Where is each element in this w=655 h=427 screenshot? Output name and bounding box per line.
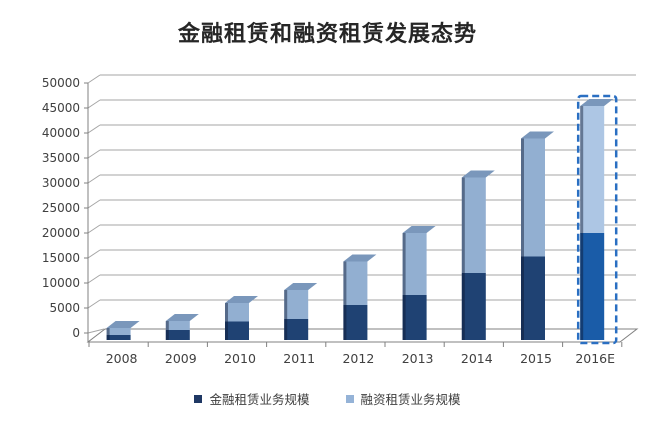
y-axis-label: 20000 [42, 226, 80, 240]
y-axis-label: 15000 [42, 251, 80, 265]
gridline-bevel [87, 224, 101, 234]
gridline-bevel [87, 124, 101, 134]
bar-segment-finance-leasing-2010 [225, 303, 249, 322]
y-axis-label: 10000 [42, 276, 80, 290]
bar-side-shadow-2014 [461, 177, 465, 340]
bar-segment-finance-leasing-2009 [165, 321, 190, 330]
bar-side-shadow-2013 [402, 233, 406, 340]
bar-segment-financial-leasing-2008 [106, 335, 131, 340]
x-axis-label: 2012 [342, 351, 374, 366]
y-axis-label: 30000 [42, 176, 80, 190]
bar-segment-financial-leasing-2010 [225, 321, 249, 340]
chart-title: 金融租赁和融资租赁发展态势 [177, 22, 477, 47]
legend-label-financial-leasing: 金融租赁业务规模 [209, 392, 310, 407]
x-axis-label: 2009 [165, 351, 197, 366]
bar-segment-financial-leasing-2016E [580, 233, 605, 340]
bar-segment-financial-leasing-2014 [461, 273, 486, 340]
y-axis-label: 40000 [42, 126, 80, 140]
bar-segment-financial-leasing-2013 [402, 295, 427, 340]
x-axis-label: 2008 [106, 351, 138, 366]
gridline-bevel [87, 299, 101, 309]
forecast-dashed-outline [576, 94, 618, 345]
x-axis-label: 2013 [402, 351, 434, 366]
bar-top-face-2010 [225, 296, 258, 303]
bar-segment-financial-leasing-2015 [521, 256, 545, 340]
x-axis-label: 2016E [575, 351, 615, 366]
y-axis-label: 35000 [42, 151, 80, 165]
gridline-bevel [87, 328, 105, 334]
bar-top-face-2009 [165, 314, 199, 321]
y-axis-label: 25000 [42, 201, 80, 215]
x-axis-label: 2015 [520, 351, 552, 366]
bar-top-face-2014 [461, 170, 495, 178]
bar-top-face-2016E [580, 99, 614, 106]
bar-segment-finance-leasing-2008 [106, 328, 131, 335]
y-axis-label: 45000 [42, 101, 80, 115]
bar-segment-financial-leasing-2009 [165, 330, 190, 340]
bar-segment-finance-leasing-2013 [402, 233, 427, 295]
bar-segment-finance-leasing-2015 [521, 138, 545, 257]
gridline-bevel [87, 99, 101, 109]
gridline-bevel [87, 174, 101, 184]
bar-segment-finance-leasing-2011 [284, 290, 309, 319]
bar-top-face-2011 [284, 283, 318, 290]
legend-item-financial-leasing: 金融租赁业务规模 [194, 389, 310, 408]
legend-label-finance-leasing: 融资租赁业务规模 [360, 392, 461, 407]
y-axis-label: 50000 [42, 76, 80, 90]
bar-segment-financial-leasing-2011 [284, 319, 309, 340]
x-axis-label: 2010 [224, 351, 256, 366]
bar-side-shadow-2016E [580, 106, 584, 340]
bar-side-shadow-2015 [521, 138, 524, 340]
y-axis-label: 0 [72, 326, 80, 340]
bar-top-face-2008 [106, 321, 140, 328]
gridline-bevel [87, 199, 101, 209]
bar-side-shadow-2011 [284, 290, 288, 340]
bar-side-shadow-2010 [225, 303, 228, 340]
gridline-bevel [87, 149, 101, 159]
bar-side-shadow-2009 [165, 321, 169, 340]
bar-segment-finance-leasing-2014 [461, 177, 486, 273]
bar-segment-finance-leasing-2016E [580, 106, 605, 233]
bar-top-face-2013 [402, 226, 436, 233]
y-axis-label: 5000 [49, 301, 80, 315]
chart-legend: 金融租赁业务规模 融资租赁业务规模 [0, 389, 655, 408]
bar-segment-finance-leasing-2012 [343, 261, 368, 305]
legend-swatch-light-blue [345, 394, 354, 403]
gridline-bevel [87, 274, 101, 284]
bar-top-face-2015 [521, 131, 554, 139]
bar-segment-financial-leasing-2012 [343, 305, 368, 340]
legend-item-finance-leasing: 融资租赁业务规模 [345, 389, 461, 408]
bar-top-face-2012 [343, 254, 377, 262]
x-axis-label: 2014 [461, 351, 493, 366]
x-axis-label: 2011 [283, 351, 315, 366]
gridline-bevel [87, 74, 101, 84]
legend-swatch-dark-blue [194, 394, 203, 403]
bar-side-shadow-2012 [343, 261, 347, 340]
gridline-bevel [87, 249, 101, 259]
bar-side-shadow-2008 [106, 328, 110, 340]
